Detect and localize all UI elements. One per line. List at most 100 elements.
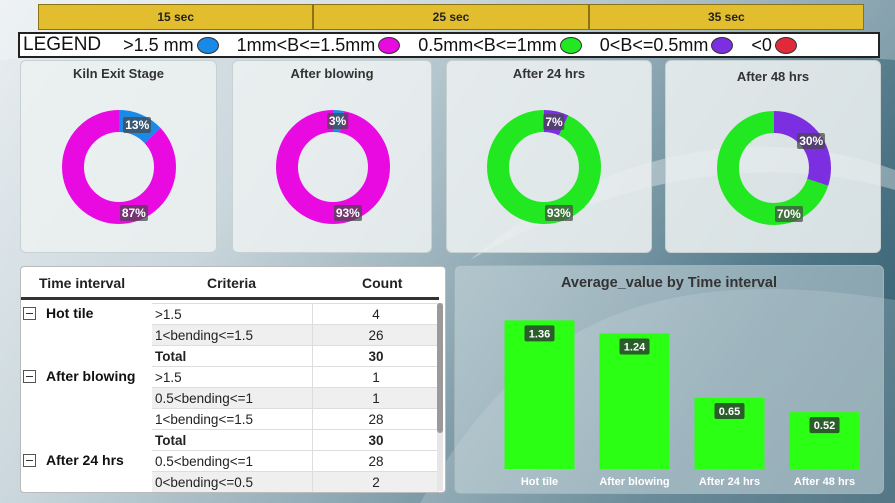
bar-data-label-bg [524, 325, 555, 342]
collapse-icon[interactable] [23, 369, 36, 383]
donut-card[interactable]: Kiln Exit Stage 13% 87% [20, 60, 217, 253]
donut-chart [717, 111, 831, 225]
criteria-cell: 0.5<bending<=1 [152, 450, 312, 471]
bar[interactable] [504, 320, 575, 469]
count-cell: 30 [312, 429, 439, 450]
donut-data-label: 93% [333, 204, 362, 221]
bar-data-label-bg [809, 417, 840, 434]
table-row: 1<bending<=1.5 28 [21, 408, 439, 429]
group-header[interactable]: Hot tile [23, 305, 93, 321]
count-cell: 28 [312, 408, 439, 429]
donut-data-label: 87% [119, 204, 148, 221]
donut-data-label: 30% [797, 132, 826, 149]
time-segment: 35 sec [588, 4, 864, 30]
criteria-table[interactable]: Time interval Criteria Count >1.5 4 1<bend… [20, 266, 446, 493]
donut-chart [276, 110, 390, 224]
table-body: >1.5 4 1<bending<=1.5 26 Total 30 Hot tile >1.5… [21, 303, 439, 492]
chart-title: Average_value by Time interval [561, 275, 777, 291]
group-label: Hot tile [46, 305, 94, 321]
criteria-cell: 0.5<bending<=1 [152, 387, 312, 408]
total-row: Total 30 [21, 429, 439, 450]
legend-swatch [559, 36, 582, 54]
donut-title: After 48 hrs [736, 69, 810, 84]
criteria-cell: 0<bending<=0.5 [152, 471, 312, 492]
donut-data-label: 7% [543, 114, 565, 131]
x-tick-label: Hot tile [521, 476, 558, 488]
table-header: Time interval Criteria Count [21, 267, 439, 300]
count-cell: 1 [312, 366, 439, 387]
legend-title: LEGEND [23, 34, 102, 55]
time-segment: 25 sec [313, 4, 589, 30]
column-header[interactable]: Time interval [39, 275, 126, 291]
table-row: 0<bending<=0.5 2 [21, 471, 439, 492]
x-tick-label: After 24 hrs [699, 476, 760, 488]
count-cell: 30 [312, 345, 439, 366]
column-header[interactable]: Criteria [207, 275, 257, 291]
donut-card[interactable]: After 48 hrs 30% 70% [665, 60, 881, 253]
bar-data-label: 1.24 [619, 338, 650, 355]
donut-title: After 24 hrs [512, 66, 586, 81]
donut-slice[interactable] [62, 110, 176, 224]
bar-data-label: 0.65 [714, 402, 745, 419]
criteria-cell: 1<bending<=1.5 [152, 324, 312, 345]
donut-title: After blowing [290, 66, 374, 81]
bar-data-label-bg [619, 338, 650, 355]
criteria-cell: Total [152, 345, 312, 366]
bar-data-label-text: 1.36 [529, 328, 550, 340]
bar-data-label-text: 0.52 [814, 420, 835, 432]
bar-data-label-text: 0.65 [719, 406, 740, 418]
legend-label: <0 [751, 34, 772, 55]
legend-label: 0<B<=0.5mm [599, 34, 709, 55]
count-cell: 1 [312, 387, 439, 408]
legend-swatch [378, 36, 401, 54]
table-row: >1.5 1 [21, 366, 439, 387]
total-row: Total 30 [21, 345, 439, 366]
legend: LEGEND >1.5 mm 1mm<B<=1.5mm 0.5mm<B<=1mm… [18, 32, 880, 58]
legend-swatch [196, 36, 219, 54]
donut-chart [487, 110, 601, 224]
bar-data-label-text: 1.24 [624, 341, 646, 353]
time-scale-bar: 15 sec 25 sec 35 sec [38, 4, 864, 30]
legend-label: 1mm<B<=1.5mm [236, 34, 376, 55]
table-row: 0.5<bending<=1 1 [21, 387, 439, 408]
donut-slice[interactable] [487, 110, 601, 224]
legend-label: >1.5 mm [123, 34, 194, 55]
donut-data-label: 3% [326, 113, 349, 130]
group-header[interactable]: After 24 hrs [23, 452, 124, 468]
bar-data-label-bg [714, 402, 745, 419]
group-label: After blowing [46, 368, 136, 384]
time-segment: 15 sec [38, 4, 314, 30]
donut-data-label: 70% [774, 205, 803, 222]
collapse-icon[interactable] [23, 453, 36, 467]
donut-title: Kiln Exit Stage [72, 66, 165, 81]
criteria-cell: >1.5 [152, 303, 312, 324]
donut-chart [62, 110, 176, 224]
collapse-icon[interactable] [23, 306, 36, 320]
donut-card[interactable]: After 24 hrs 7% 93% [446, 60, 652, 253]
bar[interactable] [599, 333, 670, 469]
donut-data-label: 13% [123, 116, 152, 133]
donut-slice[interactable] [276, 110, 390, 224]
column-header[interactable]: Count [362, 275, 403, 291]
legend-swatch [774, 36, 797, 54]
legend-item: >1.5 mm [123, 35, 219, 56]
scrollbar[interactable] [437, 303, 443, 491]
count-cell: 4 [312, 303, 439, 324]
group-header[interactable]: After blowing [23, 368, 135, 384]
legend-item: 0<B<=0.5mm [600, 35, 734, 56]
count-cell: 28 [312, 450, 439, 471]
scrollbar-thumb[interactable] [437, 303, 443, 433]
donut-slice[interactable] [717, 111, 831, 225]
table-row: 1<bending<=1.5 26 [21, 324, 439, 345]
x-tick-label: After 48 hrs [794, 476, 855, 488]
criteria-cell: Total [152, 429, 312, 450]
group-label: After 24 hrs [46, 452, 124, 468]
x-tick-label: After blowing [599, 476, 669, 488]
count-cell: 26 [312, 324, 439, 345]
bar-data-label: 0.52 [809, 417, 840, 434]
bar-chart: 1.36 Hot tile 1.24 After blowing 0.65 After 2… [504, 320, 860, 488]
donut-card[interactable]: After blowing 3% 93% [232, 60, 432, 253]
bar-chart-card: Average_value by Time interval 1.36 Hot t… [454, 265, 884, 494]
legend-label: 0.5mm<B<=1mm [418, 34, 557, 55]
count-cell: 2 [312, 471, 439, 492]
